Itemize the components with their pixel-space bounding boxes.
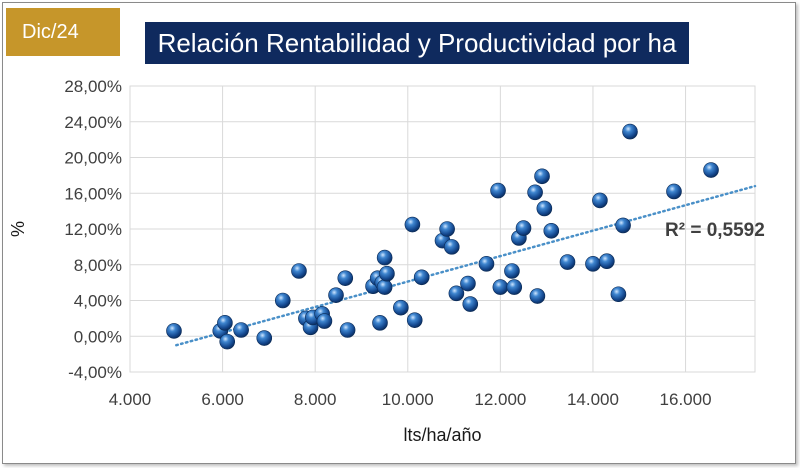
data-point [217,315,233,331]
data-point [506,279,523,295]
trendline-path [175,184,757,347]
y-tick-label: 20,00% [64,149,122,168]
x-tick-label: 10.000 [382,390,434,409]
x-tick-label: 4.000 [109,390,152,409]
y-tick-label: 28,00% [64,77,122,96]
chart-frame [2,2,796,464]
data-point [274,292,291,309]
data-point [490,182,506,199]
data-points [166,123,719,350]
data-point [615,217,631,234]
data-point [339,322,356,338]
data-point [610,286,627,303]
y-tick-labels: -4,00% 0,00% 4,00% 8,00% 12,00% 16,00% 20,00% 2… [64,77,122,382]
data-point [256,330,273,346]
data-point [316,313,333,329]
r-squared-label: R² = 0,5592 [665,220,765,241]
x-tick-label: 12.000 [474,390,526,409]
data-point [592,192,608,209]
x-tick-label: 14.000 [567,390,619,409]
data-point [337,270,354,286]
data-point [233,322,249,338]
data-point [543,222,560,239]
data-point [439,221,455,237]
data-point [219,333,236,350]
data-point [534,168,550,185]
data-point [559,254,576,270]
y-tick-label: -4,00% [68,363,122,382]
y-tick-label: 24,00% [64,113,122,132]
data-point [462,296,479,312]
data-point [404,216,421,233]
data-point [536,200,553,217]
y-axis-label: % [8,221,28,237]
y-tick-label: 12,00% [64,220,122,239]
data-point [622,123,638,140]
data-point [413,269,430,286]
data-point [703,162,719,178]
x-tick-labels: 4.000 6.000 8.000 10.000 12.000 14.000 16.000 [109,390,712,409]
data-point [372,315,388,331]
data-point [166,323,182,339]
data-point [515,220,532,236]
data-point [291,263,307,279]
y-tick-label: 4,00% [74,292,122,311]
data-point [529,288,546,304]
y-tick-label: 8,00% [74,256,122,275]
x-tick-label: 8.000 [294,390,337,409]
x-tick-label: 6.000 [201,390,244,409]
data-point [406,312,423,328]
trendline [175,184,757,347]
data-point [527,184,543,201]
date-badge: Dic/24 [6,8,120,56]
data-point [393,299,409,316]
data-point [376,279,393,295]
data-point [585,256,601,272]
y-tick-label: 16,00% [64,184,122,203]
data-point [443,239,460,255]
data-point [376,249,393,266]
data-point [379,265,395,282]
data-point [460,275,476,292]
data-point [478,256,495,272]
x-tick-label: 16.000 [660,390,712,409]
data-point [599,253,615,269]
chart-title: Relación Rentabilidad y Productividad po… [145,22,689,64]
data-point [328,287,344,303]
data-point [448,285,465,302]
data-point [504,263,520,279]
y-tick-label: 0,00% [74,327,122,346]
x-axis-label: lts/ha/año [403,425,481,445]
data-point [492,279,509,295]
data-point [666,183,682,200]
